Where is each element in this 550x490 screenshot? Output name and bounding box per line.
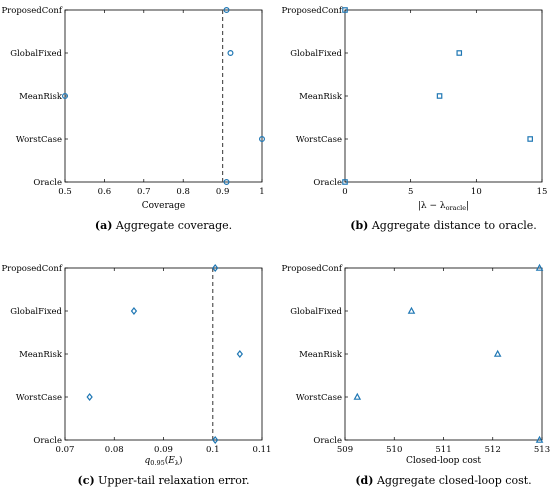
chart-panel-3: 0.07 0.08 0.09 0.1 0.11 ProposedConf GlobalFix… bbox=[1, 264, 271, 487]
x-tick-label: 0.7 bbox=[137, 187, 151, 197]
x-tick-label: 5 bbox=[408, 187, 413, 197]
x-tick-label: 512 bbox=[485, 445, 501, 455]
data-point-meanrisk bbox=[61, 92, 68, 99]
y-tick-label: GlobalFixed bbox=[290, 49, 342, 59]
y-tick-label: MeanRisk bbox=[299, 92, 343, 102]
y-tick-label: WorstCase bbox=[16, 135, 62, 145]
y-tick-label: MeanRisk bbox=[19, 92, 63, 102]
data-point-oracle bbox=[223, 179, 230, 186]
data-point-proposedconf bbox=[212, 264, 219, 272]
x-axis-label: |λ − λoracle| bbox=[418, 201, 469, 212]
data-point-worstcase bbox=[86, 393, 93, 401]
data-point-oracle bbox=[342, 179, 348, 185]
x-tick-label: 0.09 bbox=[154, 445, 173, 455]
data-point-worstcase bbox=[259, 136, 266, 143]
data-point-oracle bbox=[212, 436, 219, 444]
chart-panel-1: 0.5 0.6 0.7 0.8 0.9 1 ProposedConf GlobalFixed M… bbox=[1, 6, 266, 232]
y-tick-label: ProposedConf bbox=[1, 6, 62, 16]
y-tick-label: Oracle bbox=[33, 178, 62, 188]
x-tick-label: 510 bbox=[386, 445, 402, 455]
x-tick-label: 0.9 bbox=[216, 187, 230, 197]
y-tick-label: GlobalFixed bbox=[10, 307, 62, 317]
data-point-proposedconf bbox=[535, 263, 544, 271]
panel-caption: (d) Aggregate closed-loop cost. bbox=[355, 474, 531, 487]
y-tick-label: Oracle bbox=[313, 436, 342, 446]
x-tick-label: 513 bbox=[534, 445, 550, 455]
x-axis-label: q0.95(Eλ) bbox=[145, 455, 183, 467]
y-tick-label: MeanRisk bbox=[19, 350, 63, 360]
x-tick-label: 0.08 bbox=[105, 445, 124, 455]
x-axis-label: Coverage bbox=[142, 201, 185, 211]
data-point-worstcase bbox=[353, 392, 362, 400]
y-tick-label: ProposedConf bbox=[281, 264, 342, 274]
panel-caption: (b) Aggregate distance to oracle. bbox=[350, 219, 537, 232]
data-point-meanrisk bbox=[436, 93, 443, 99]
data-point-proposedconf bbox=[223, 6, 230, 14]
chart-panel-4: 509 510 511 512 513 ProposedConf GlobalFixed Me… bbox=[281, 263, 550, 487]
data-point-oracle bbox=[535, 435, 544, 443]
x-tick-label: 0.1 bbox=[206, 445, 220, 455]
y-tick-label: GlobalFixed bbox=[10, 49, 62, 59]
panel-caption: (a) Aggregate coverage. bbox=[95, 219, 232, 232]
panel-caption: (c) Upper-tail relaxation error. bbox=[78, 474, 250, 487]
y-tick-label: Oracle bbox=[33, 436, 62, 446]
plot-frame bbox=[64, 267, 263, 441]
x-axis-label: Closed-loop cost bbox=[406, 456, 481, 466]
x-tick-label: 10 bbox=[471, 187, 482, 197]
data-point-globalfixed bbox=[407, 306, 416, 314]
x-tick-label: 0.07 bbox=[56, 445, 75, 455]
x-tick-label: 0.6 bbox=[98, 187, 112, 197]
data-point-meanrisk bbox=[493, 349, 502, 357]
x-tick-label: 0.5 bbox=[58, 187, 72, 197]
y-tick-label: Oracle bbox=[313, 178, 342, 188]
y-tick-label: WorstCase bbox=[16, 393, 62, 403]
x-tick-label: 509 bbox=[337, 445, 353, 455]
data-point-meanrisk bbox=[236, 350, 244, 358]
data-point-globalfixed bbox=[456, 50, 463, 56]
y-tick-label: WorstCase bbox=[296, 393, 342, 403]
plot-frame bbox=[344, 9, 543, 183]
x-tick-label: 0.8 bbox=[176, 187, 190, 197]
x-tick-label: 1 bbox=[259, 187, 264, 197]
y-tick-label: WorstCase bbox=[296, 135, 342, 145]
y-tick-label: ProposedConf bbox=[281, 6, 342, 16]
y-tick-label: MeanRisk bbox=[299, 350, 343, 360]
plot-frame bbox=[64, 9, 263, 183]
data-point-globalfixed bbox=[227, 49, 234, 56]
y-tick-label: GlobalFixed bbox=[290, 307, 342, 317]
x-tick-label: 511 bbox=[435, 445, 451, 455]
data-point-proposedconf bbox=[342, 7, 348, 13]
x-tick-label: 15 bbox=[537, 187, 548, 197]
y-tick-label: ProposedConf bbox=[1, 264, 62, 274]
data-point-worstcase bbox=[527, 136, 533, 142]
x-tick-label: 0 bbox=[342, 187, 347, 197]
data-point-globalfixed bbox=[130, 307, 138, 315]
plot-frame bbox=[344, 267, 543, 441]
chart-panel-2: 0 5 10 15 ProposedConf GlobalFixed MeanRisk Wor… bbox=[281, 6, 547, 232]
x-tick-label: 0.11 bbox=[253, 445, 272, 455]
